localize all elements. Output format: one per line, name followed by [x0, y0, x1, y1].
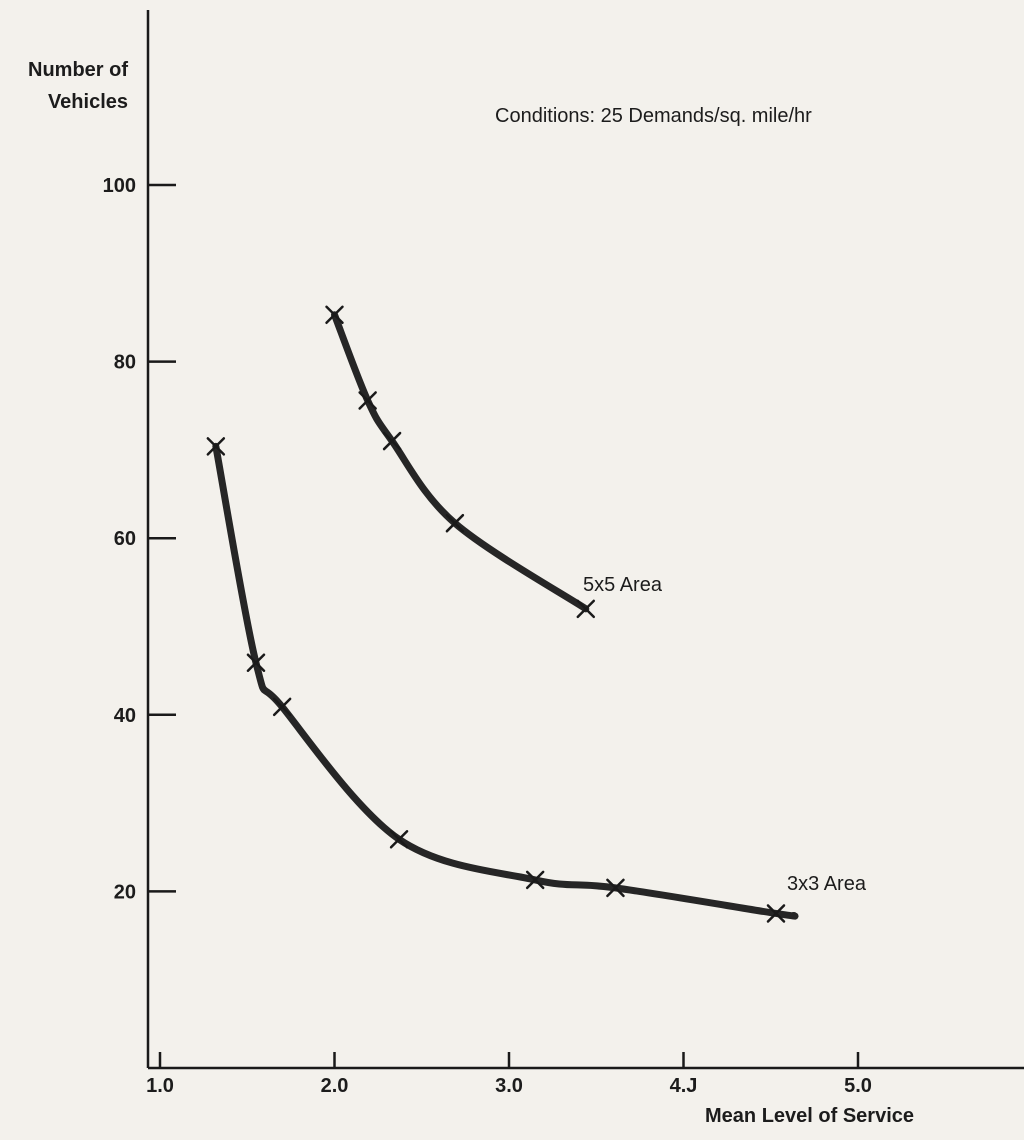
- series-line-5x5-area: [331, 311, 590, 613]
- data-point-5x5-area-0: [325, 305, 344, 325]
- x-tick-label: 3.0: [495, 1075, 523, 1097]
- series-label-3x3-area: 3x3 Area: [787, 873, 867, 895]
- data-point-5x5-area-3: [445, 513, 465, 533]
- y-tick-label: 80: [114, 352, 136, 374]
- axis-ticks: 20 40 60 80 100 1.0 2.0 3.0 4.J 5.0: [103, 175, 872, 1097]
- x-tick-label: 5.0: [844, 1075, 872, 1097]
- data-point-5x5-area-2: [382, 431, 402, 451]
- series-layer: 5x5 Area 3x3 Area: [206, 305, 867, 923]
- series-3x3-area: 3x3 Area: [206, 437, 867, 923]
- data-point-3x3-area-5: [606, 878, 625, 898]
- conditions-annotation: Conditions: 25 Demands/sq. mile/hr: [495, 105, 812, 127]
- data-point-3x3-area-2: [272, 697, 292, 717]
- x-axis-label: Mean Level of Service: [705, 1105, 914, 1127]
- data-point-3x3-area-3: [389, 830, 409, 849]
- y-tick-label: 40: [114, 705, 136, 727]
- data-point-3x3-area-6: [766, 904, 786, 923]
- y-axis-label-line1: Number of: [28, 59, 128, 81]
- series-5x5-area: 5x5 Area: [325, 305, 663, 619]
- series-label-5x5-area: 5x5 Area: [583, 574, 663, 596]
- y-tick-label: 60: [114, 528, 136, 550]
- y-tick-label: 20: [114, 881, 136, 903]
- data-point-5x5-area-1: [358, 391, 377, 410]
- data-point-3x3-area-1: [246, 653, 266, 672]
- x-tick-label: 4.J: [670, 1075, 698, 1097]
- series-line-3x3-area: [212, 442, 799, 920]
- x-tick-label: 1.0: [146, 1075, 174, 1097]
- y-axis-label-line2: Vehicles: [48, 91, 128, 113]
- data-point-5x5-area-4: [576, 599, 596, 619]
- x-tick-label: 2.0: [321, 1075, 349, 1097]
- data-point-3x3-area-0: [206, 437, 226, 456]
- y-tick-label: 100: [103, 175, 136, 197]
- data-point-3x3-area-4: [525, 870, 545, 890]
